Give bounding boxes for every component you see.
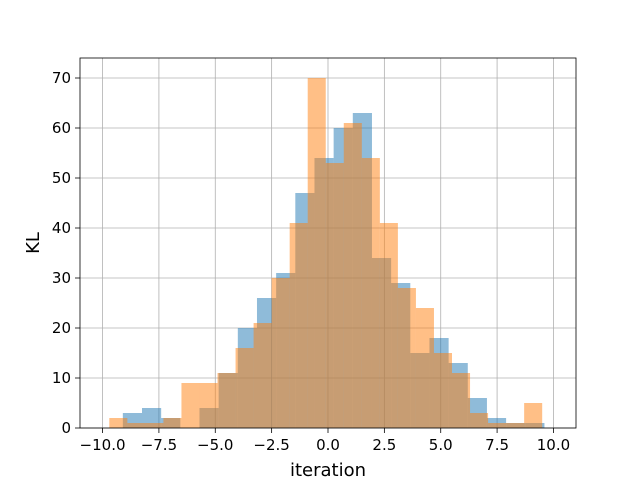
histogram-bar-series-2 xyxy=(289,223,308,428)
x-tick-label: −10.0 xyxy=(80,436,126,454)
histogram-bar-series-2 xyxy=(145,423,164,428)
x-axis-label: iteration xyxy=(290,460,366,480)
y-tick-label: 30 xyxy=(52,269,71,287)
histogram-bar-series-2 xyxy=(433,353,452,428)
histogram-bar-series-2 xyxy=(470,413,489,428)
x-tick-label: 7.5 xyxy=(485,436,509,454)
y-tick-label: 0 xyxy=(61,419,71,437)
y-tick-label: 40 xyxy=(52,219,71,237)
x-tick-label: 5.0 xyxy=(429,436,453,454)
histogram-bar-series-2 xyxy=(379,223,398,428)
x-tick-label: 0.0 xyxy=(316,436,340,454)
histogram-bar-series-2 xyxy=(397,288,416,428)
x-tick-label: −7.5 xyxy=(141,436,177,454)
histogram-bar-series-2 xyxy=(109,418,128,428)
histogram-bar-series-2 xyxy=(361,158,380,428)
histogram-bars xyxy=(109,78,545,428)
histogram-bar-series-2 xyxy=(253,323,272,428)
histogram-bar-series-2 xyxy=(217,373,236,428)
histogram-bar-series-2 xyxy=(415,308,434,428)
axis-ticks: −10.0 −7.5 −5.0 −2.5 0.0 2.5 5.0 7.5 10.0 0 10 20 30… xyxy=(52,69,570,454)
histogram-bar-series-2 xyxy=(163,418,182,428)
x-tick-label: −5.0 xyxy=(197,436,233,454)
histogram-bar-series-2 xyxy=(307,78,326,428)
histogram-bar-series-2 xyxy=(452,373,471,428)
y-tick-label: 60 xyxy=(52,119,71,137)
histogram-bar-series-2 xyxy=(488,423,507,428)
histogram-bar-series-2 xyxy=(524,403,543,428)
histogram-bar-series-2 xyxy=(127,423,146,428)
y-tick-label: 10 xyxy=(52,369,71,387)
histogram-bar-series-2 xyxy=(271,278,290,428)
y-tick-label: 50 xyxy=(52,169,71,187)
histogram-bar-series-2 xyxy=(343,123,362,428)
x-tick-label: 2.5 xyxy=(372,436,396,454)
x-tick-label: 10.0 xyxy=(537,436,570,454)
histogram-bar-series-2 xyxy=(235,348,254,428)
y-axis-label: KL xyxy=(23,232,44,254)
histogram-bar-series-2 xyxy=(506,423,525,428)
y-tick-label: 70 xyxy=(52,69,71,87)
x-tick-label: −2.5 xyxy=(253,436,289,454)
histogram-bar-series-2 xyxy=(181,383,200,428)
histogram-bar-series-2 xyxy=(199,383,218,428)
histogram-bar-series-2 xyxy=(325,163,344,428)
y-tick-label: 20 xyxy=(52,319,71,337)
